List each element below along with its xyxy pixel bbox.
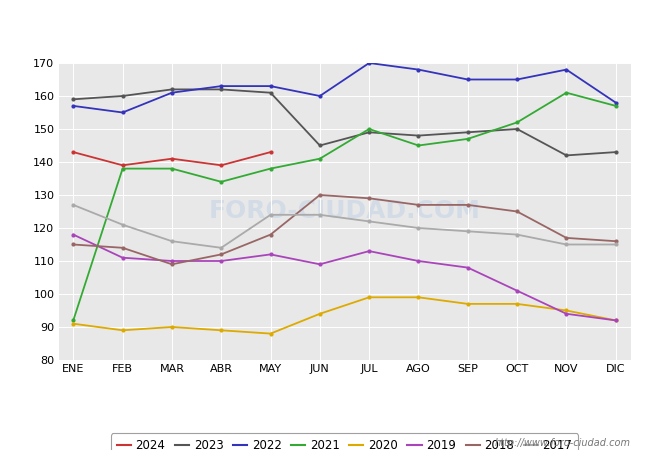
Text: Afiliados en Mirabel a 31/5/2024: Afiliados en Mirabel a 31/5/2024 <box>179 18 471 36</box>
Text: FORO-CIUDAD.COM: FORO-CIUDAD.COM <box>209 199 480 224</box>
Legend: 2024, 2023, 2022, 2021, 2020, 2019, 2018, 2017: 2024, 2023, 2022, 2021, 2020, 2019, 2018… <box>111 433 578 450</box>
Text: http://www.foro-ciudad.com: http://www.foro-ciudad.com <box>495 438 630 448</box>
